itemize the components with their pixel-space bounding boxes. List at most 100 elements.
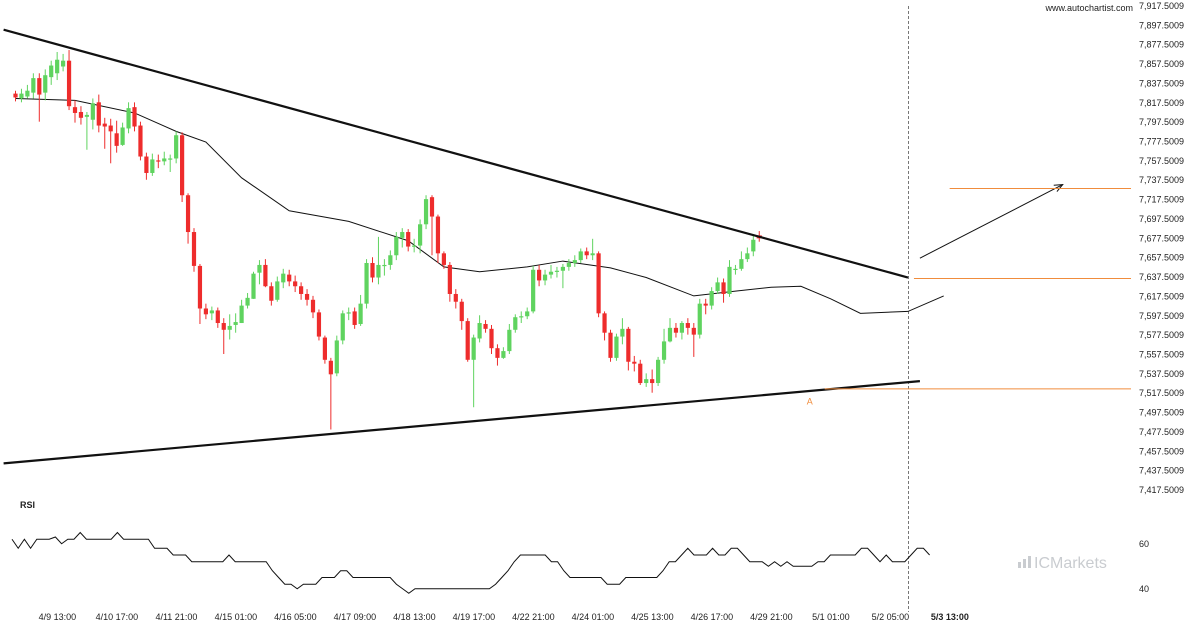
candle-body (590, 253, 595, 256)
candle-body (352, 311, 357, 325)
candle (560, 263, 565, 289)
price-tick-label: 7,657.5009 (1139, 253, 1184, 263)
candle-body (156, 160, 161, 162)
candle (114, 120, 119, 153)
candle (197, 263, 203, 324)
candle-body (376, 264, 381, 278)
candle-body (465, 321, 470, 360)
candle (185, 193, 191, 244)
candle-body (263, 264, 268, 287)
candle-body (299, 286, 304, 294)
candle (513, 314, 518, 333)
candle (572, 255, 577, 267)
price-tick-label: 7,877.5009 (1139, 40, 1184, 50)
candle-body (316, 312, 322, 337)
site-watermark[interactable]: www.autochartist.com (1044, 3, 1133, 13)
candle-body (620, 328, 625, 337)
projection-arrow-head (1053, 184, 1064, 192)
candles-layer (13, 50, 762, 430)
candle (667, 318, 673, 343)
candle-body (751, 239, 756, 252)
candle (459, 298, 464, 330)
moving-average-line (15, 97, 944, 314)
candle (596, 251, 601, 318)
time-tick-label: 4/22 21:00 (512, 612, 555, 622)
candle-body (423, 199, 429, 225)
candle (132, 102, 137, 132)
candle-body (459, 301, 464, 322)
candle (519, 311, 524, 324)
candle (66, 50, 72, 111)
candle-body (43, 75, 48, 93)
candle-body (61, 60, 66, 67)
candle (733, 264, 738, 275)
candle (78, 106, 84, 125)
time-tick-label: 5/3 13:00 (931, 612, 969, 622)
candle (590, 238, 595, 261)
candle (174, 131, 179, 164)
candle (168, 154, 173, 173)
price-tick-label: 7,557.5009 (1139, 349, 1184, 359)
candle-body (334, 340, 339, 374)
candle-body (358, 303, 363, 324)
time-tick-label: 4/19 17:00 (453, 612, 496, 622)
candle (489, 324, 494, 354)
candle-body (679, 323, 684, 333)
candle (388, 250, 393, 270)
candle-body (388, 255, 393, 265)
candle-body (596, 253, 601, 314)
candle (281, 268, 286, 289)
price-tick-label: 7,477.5009 (1139, 427, 1184, 437)
candle (620, 318, 625, 345)
candle-body (19, 93, 24, 99)
time-tick-label: 4/25 13:00 (631, 612, 674, 622)
price-tick-label: 7,517.5009 (1139, 388, 1184, 398)
candle-body (548, 271, 554, 275)
candle-body (471, 337, 476, 360)
candle (691, 323, 696, 357)
candle-body (191, 232, 197, 266)
candle (650, 369, 655, 393)
candle (352, 307, 357, 329)
candle (43, 69, 48, 101)
candle (96, 94, 101, 133)
candle-body (507, 329, 512, 352)
time-tick-label: 4/11 21:00 (155, 612, 197, 622)
upper-trendline (3, 28, 909, 279)
candle-body (245, 297, 250, 306)
candle (328, 357, 333, 430)
pattern-point-label: A (807, 397, 813, 407)
candle-body (197, 265, 203, 309)
candle (578, 248, 583, 264)
candle-body (715, 282, 720, 292)
candle-body (221, 323, 226, 330)
brand-name: ICMarkets (1034, 555, 1107, 572)
time-tick-label: 4/26 17:00 (691, 612, 734, 622)
candle-body (483, 323, 488, 329)
candle (394, 232, 399, 261)
candle (447, 262, 452, 302)
candle-body (322, 337, 327, 360)
candle (554, 266, 560, 278)
candle (614, 333, 619, 361)
candle-body (346, 312, 351, 314)
candle-body (495, 348, 500, 358)
candle-body (25, 90, 30, 97)
candle-body (441, 253, 446, 265)
candle (441, 251, 446, 269)
candle-body (703, 303, 708, 306)
candle (191, 228, 197, 272)
candle-body (709, 291, 714, 306)
projection-arrow-line (919, 184, 1063, 259)
candle (209, 306, 214, 321)
candle (138, 121, 143, 161)
candle-body (269, 286, 274, 301)
candle (150, 153, 155, 176)
candle-body (614, 336, 619, 358)
time-tick-label: 4/15 01:00 (215, 612, 258, 622)
candle (638, 359, 643, 385)
candle (501, 347, 506, 359)
candle (49, 60, 54, 85)
candle-body (667, 327, 673, 342)
